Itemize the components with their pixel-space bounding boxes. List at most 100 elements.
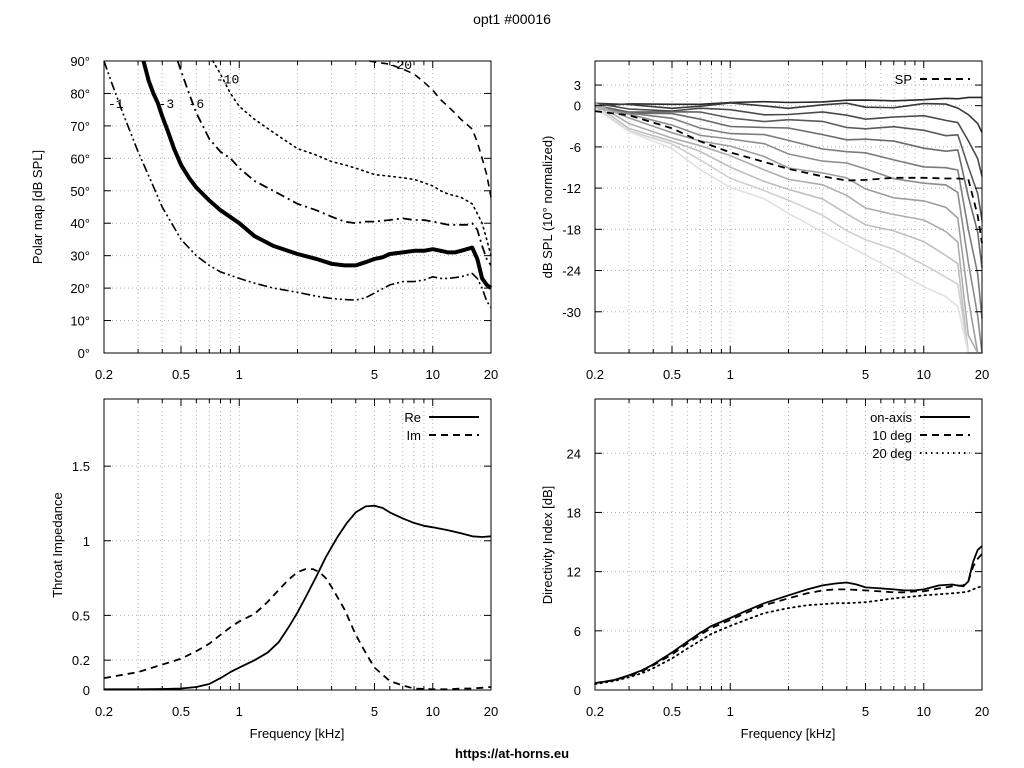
di-grid <box>595 399 982 690</box>
spl-series-sp <box>594 110 983 244</box>
di-series-onaxis <box>594 545 983 684</box>
impedance-xtick-label: 1 <box>236 704 243 719</box>
polar-xtick-label: 0.5 <box>172 367 190 382</box>
polar-series-3 <box>141 60 493 290</box>
polar-xtick-label: 5 <box>371 367 378 382</box>
polar-ytick-label: 10° <box>70 314 90 329</box>
impedance-frame <box>103 398 492 691</box>
spl-polar-curve <box>594 103 982 354</box>
spl-polar-curve <box>594 107 983 319</box>
polar-ytick-label: 40° <box>70 216 90 231</box>
di-xtick-label: 1 <box>727 704 734 719</box>
impedance-xtick-label: 0.2 <box>95 704 113 719</box>
di-xlabel: Frequency [kHz] <box>741 726 836 741</box>
impedance-ytick-label: 1 <box>83 534 90 549</box>
di-legend-label: on-axis <box>870 410 912 425</box>
polar-ytick-label: 80° <box>70 86 90 101</box>
spl-polar-curve <box>594 103 982 354</box>
spl-ytick-label: 0 <box>574 99 581 114</box>
footer-url: https://at-horns.eu <box>455 746 569 761</box>
polar-xtick-label: 20 <box>484 367 498 382</box>
impedance-legend-label: Re <box>404 410 421 425</box>
spl-polar-curve <box>594 96 982 107</box>
spl-polar-fan <box>594 96 983 354</box>
spl-ytick-label: 3 <box>574 78 581 93</box>
impedance-series-im <box>103 568 492 691</box>
spl-polar-curve <box>594 102 983 133</box>
polar-contour-label: -1 <box>108 97 124 112</box>
panel-impedance: Throat Impedance Frequency [kHz] 0.2 0.5 1… <box>50 398 498 741</box>
spl-polar-curve <box>594 102 983 177</box>
figure-title: opt1 #00016 <box>473 11 551 27</box>
spl-xtick-label: 20 <box>975 367 989 382</box>
polar-contour-label: -10 <box>216 73 239 88</box>
spl-xtick-label: 0.2 <box>586 367 604 382</box>
di-xtick-label: 0.5 <box>663 704 681 719</box>
di-ytick-label: 12 <box>567 565 581 580</box>
spl-legend-label: SP <box>895 72 912 87</box>
spl-xtick-label: 10 <box>917 367 931 382</box>
polar-contour-label: -20 <box>389 58 412 73</box>
spl-xtick-label: 0.5 <box>663 367 681 382</box>
di-ylabel: Directivity Index [dB] <box>540 486 555 605</box>
di-legend: on-axis 10 deg 20 deg <box>870 410 970 461</box>
spl-ytick-label: -12 <box>562 181 581 196</box>
di-ytick-label: 18 <box>567 505 581 520</box>
polar-series-10 <box>212 60 492 257</box>
spl-ylabel: dB SPL (10° normalized) <box>540 136 555 279</box>
spl-xtick-label: 5 <box>862 367 869 382</box>
polar-ytick-label: 60° <box>70 151 90 166</box>
spl-legend: SP <box>895 72 970 87</box>
impedance-xtick-label: 20 <box>484 704 498 719</box>
spl-polar-curve <box>594 102 982 354</box>
impedance-series-re <box>104 504 492 691</box>
di-ytick-label: 24 <box>567 446 581 461</box>
polar-ytick-label: 20° <box>70 281 90 296</box>
panel-spl: dB SPL (10° normalized) 0.2 0.5 1 5 10 2030-6… <box>540 60 989 382</box>
polar-contour-label: -3 <box>159 97 175 112</box>
polar-ytick-label: 0° <box>78 346 90 361</box>
polar-contour-label: -6 <box>189 97 205 112</box>
polar-ytick-label: 90° <box>70 54 90 69</box>
impedance-grid <box>104 399 491 690</box>
di-xtick-label: 5 <box>862 704 869 719</box>
impedance-ytick-label: 1.5 <box>72 459 90 474</box>
di-series-20deg <box>594 585 983 685</box>
impedance-legend: Re Im <box>404 410 479 443</box>
spl-polar-curve <box>594 106 982 354</box>
polar-series-1 <box>103 60 492 309</box>
polar-series-6 <box>176 60 492 266</box>
polar-series-20 <box>369 60 492 198</box>
polar-grid <box>104 61 491 353</box>
di-frame <box>594 398 983 691</box>
polar-xtick-label: 0.2 <box>95 367 113 382</box>
impedance-legend-label: Im <box>407 428 421 443</box>
impedance-xtick-label: 5 <box>371 704 378 719</box>
spl-xtick-label: 1 <box>727 367 734 382</box>
impedance-ytick-label: 0 <box>83 683 90 698</box>
spl-polar-curve <box>594 105 983 354</box>
impedance-ytick-label: 0.5 <box>72 608 90 623</box>
impedance-xtick-label: 10 <box>426 704 440 719</box>
spl-ytick-label: -24 <box>562 264 581 279</box>
di-series-10deg <box>594 553 983 684</box>
polar-ytick-label: 50° <box>70 184 90 199</box>
di-legend-label: 10 deg <box>872 428 912 443</box>
impedance-ytick-label: 0.2 <box>72 653 90 668</box>
di-legend-label: 20 deg <box>872 446 912 461</box>
impedance-xtick-label: 0.5 <box>172 704 190 719</box>
panel-polar: Polar map [dB SPL] -1 -3 -6 -10 -20 0.2 0.5 1 5 1… <box>30 54 498 382</box>
polar-xtick-label: 10 <box>426 367 440 382</box>
di-xtick-label: 0.2 <box>586 704 604 719</box>
polar-xtick-label: 1 <box>236 367 243 382</box>
spl-polar-curve <box>594 106 983 268</box>
di-xtick-label: 20 <box>975 704 989 719</box>
polar-ytick-label: 70° <box>70 119 90 134</box>
polar-ylabel: Polar map [dB SPL] <box>30 150 45 264</box>
spl-ytick-label: -6 <box>569 140 581 155</box>
di-xtick-label: 10 <box>917 704 931 719</box>
di-ytick-label: 6 <box>574 624 581 639</box>
spl-ytick-label: -18 <box>562 222 581 237</box>
spl-ytick-label: -30 <box>562 305 581 320</box>
